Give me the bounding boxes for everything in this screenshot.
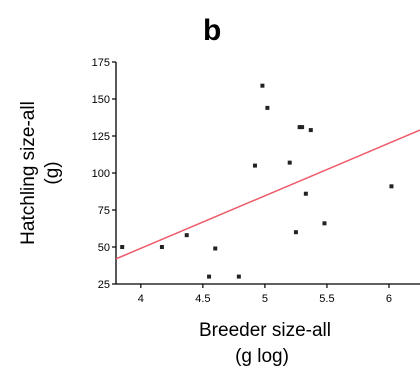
data-point (265, 105, 270, 110)
data-point (236, 274, 241, 279)
x-axis-title-line2: (g log) (235, 346, 289, 367)
y-tick-label: 50 (98, 242, 110, 254)
axes (115, 62, 420, 285)
y-tick-label: 150 (92, 94, 110, 106)
y-ticks: 25 50 75 100 125 150 175 (92, 57, 116, 291)
data-point (293, 230, 298, 235)
data-point (322, 221, 327, 226)
x-axis-title-line1: Breeder size-all (199, 320, 331, 341)
data-point (297, 125, 302, 130)
x-tick-label: 4.5 (195, 293, 210, 305)
y-tick-label: 25 (98, 279, 110, 291)
y-tick-label: 100 (92, 168, 110, 180)
y-tick-label: 175 (92, 57, 110, 69)
data-point (207, 274, 212, 279)
data-point (287, 160, 292, 165)
y-axis-title: Hatchling size-all (g) (18, 101, 63, 245)
data-point (303, 191, 308, 196)
data-point (260, 83, 265, 88)
regression-line (115, 129, 420, 260)
x-ticks: 4 4.5 5 5.5 6 (138, 284, 392, 305)
y-axis-title-line1: Hatchling size-all (18, 101, 39, 245)
data-point (389, 184, 394, 189)
data-point (213, 246, 218, 251)
data-point (120, 245, 125, 249)
y-tick-label: 75 (98, 205, 110, 217)
data-point (252, 163, 257, 168)
data-point (308, 128, 313, 133)
y-axis-title-line2: (g) (42, 161, 63, 184)
x-tick-label: 4 (138, 293, 144, 305)
y-tick-label: 125 (92, 131, 110, 143)
x-tick-label: 5 (262, 293, 268, 305)
data-point (159, 245, 164, 249)
data-point (184, 233, 189, 238)
x-tick-label: 5.5 (319, 293, 334, 305)
panel-label: b (203, 14, 221, 47)
x-tick-label: 6 (386, 293, 392, 305)
data-point (300, 125, 305, 130)
data-points (120, 83, 394, 279)
